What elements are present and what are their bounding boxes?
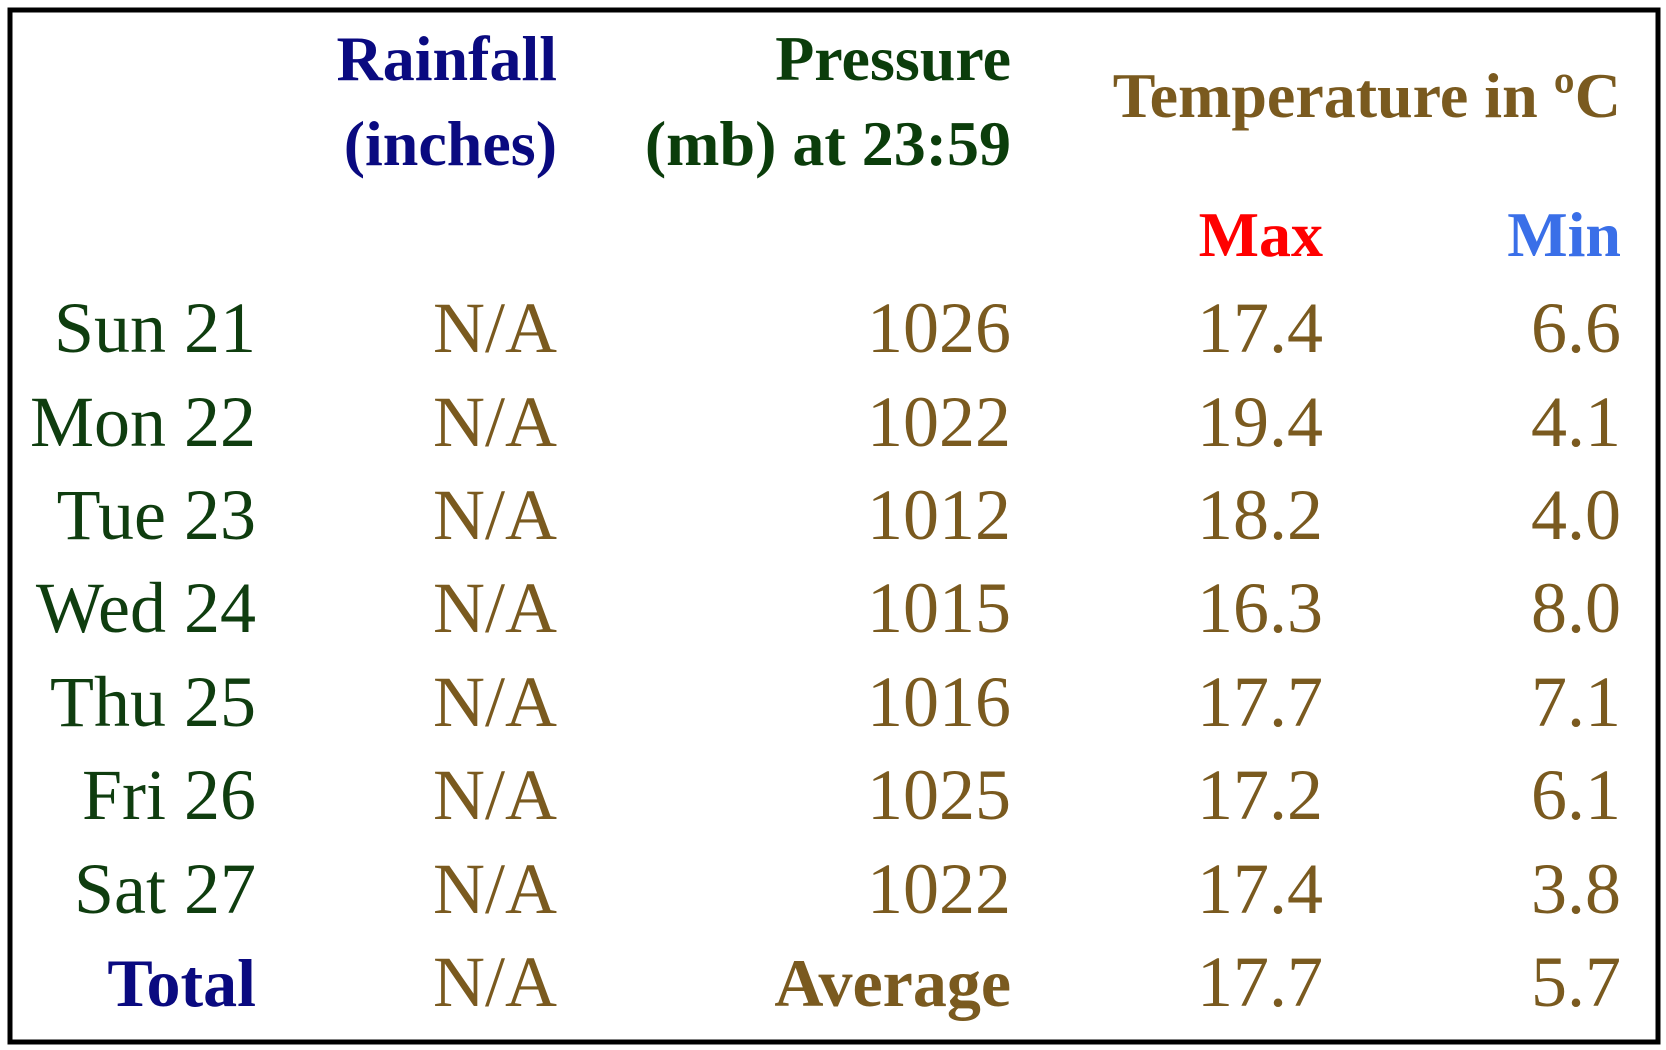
rainfall-cell: N/A xyxy=(433,288,557,368)
max-temp-cell: 17.4 xyxy=(1197,849,1323,929)
rainfall-cell: N/A xyxy=(433,662,557,742)
rainfall-cell: N/A xyxy=(433,849,557,929)
max-temp-cell: 16.3 xyxy=(1197,568,1323,648)
rainfall-header: Rainfall xyxy=(337,23,557,94)
pressure-cell: 1022 xyxy=(867,849,1011,929)
min-header: Min xyxy=(1507,199,1621,270)
day-cell: Sat 27 xyxy=(74,849,256,929)
pressure-header: Pressure xyxy=(775,23,1011,94)
rainfall-unit: (inches) xyxy=(344,108,557,179)
day-cell: Mon 22 xyxy=(30,382,256,462)
pressure-unit: (mb) at 23:59 xyxy=(645,108,1011,179)
max-temp-cell: 17.2 xyxy=(1197,755,1323,835)
footer-rainfall: N/A xyxy=(433,942,557,1022)
max-header: Max xyxy=(1199,199,1323,270)
pressure-cell: 1015 xyxy=(867,568,1011,648)
min-temp-cell: 3.8 xyxy=(1531,849,1621,929)
footer-pressure: Average xyxy=(774,945,1011,1021)
footer-max-temp: 17.7 xyxy=(1197,942,1323,1022)
max-temp-cell: 17.7 xyxy=(1197,662,1323,742)
pressure-cell: 1026 xyxy=(867,288,1011,368)
day-cell: Sun 21 xyxy=(54,288,256,368)
rainfall-cell: N/A xyxy=(433,475,557,555)
max-temp-cell: 18.2 xyxy=(1197,475,1323,555)
min-temp-cell: 8.0 xyxy=(1531,568,1621,648)
day-cell: Wed 24 xyxy=(36,568,256,648)
min-temp-cell: 6.6 xyxy=(1531,288,1621,368)
min-temp-cell: 7.1 xyxy=(1531,662,1621,742)
pressure-cell: 1025 xyxy=(867,755,1011,835)
rainfall-cell: N/A xyxy=(433,755,557,835)
table-border xyxy=(7,7,1661,1045)
rainfall-cell: N/A xyxy=(433,568,557,648)
min-temp-cell: 6.1 xyxy=(1531,755,1621,835)
temperature-header: Temperature in ºC xyxy=(1113,60,1621,131)
pressure-cell: 1022 xyxy=(867,382,1011,462)
pressure-cell: 1012 xyxy=(867,475,1011,555)
min-temp-cell: 4.0 xyxy=(1531,475,1621,555)
footer-day: Total xyxy=(107,945,256,1021)
rainfall-cell: N/A xyxy=(433,382,557,462)
day-cell: Tue 23 xyxy=(57,475,256,555)
day-cell: Thu 25 xyxy=(50,662,256,742)
pressure-cell: 1016 xyxy=(867,662,1011,742)
max-temp-cell: 19.4 xyxy=(1197,382,1323,462)
min-temp-cell: 4.1 xyxy=(1531,382,1621,462)
day-cell: Fri 26 xyxy=(82,755,256,835)
footer-min-temp: 5.7 xyxy=(1531,942,1621,1022)
max-temp-cell: 17.4 xyxy=(1197,288,1323,368)
